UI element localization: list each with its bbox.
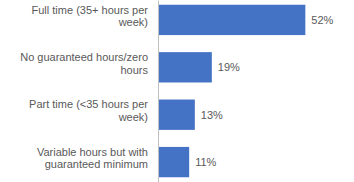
data-label: 11% bbox=[195, 156, 216, 168]
bars bbox=[158, 5, 305, 178]
data-label: 52% bbox=[311, 14, 333, 26]
bar bbox=[158, 147, 189, 177]
category-axis: Full time (35+ hours perweek)No guarante… bbox=[20, 1, 158, 182]
data-labels: 52% 19% 13% 11% bbox=[195, 14, 333, 168]
tick: Part time (<35 hours perweek) bbox=[29, 98, 158, 123]
category-label-line: Full time (35+ hours per bbox=[32, 4, 149, 16]
category-label-line: hours bbox=[120, 64, 148, 76]
category-label: Full time (35+ hours perweek) bbox=[32, 4, 149, 29]
bar bbox=[158, 52, 212, 82]
category-label-line: guaranteed minimum bbox=[45, 158, 148, 170]
category-label: Variable hours but withguaranteed minimu… bbox=[37, 146, 148, 171]
chart: Full time (35+ hours perweek)No guarante… bbox=[0, 0, 354, 182]
category-label-line: No guaranteed hours/zero bbox=[20, 51, 148, 63]
category-label-line: week) bbox=[118, 16, 148, 28]
category-label-line: Part time (<35 hours per bbox=[29, 98, 148, 110]
category-label-line: week) bbox=[118, 111, 148, 123]
bar bbox=[158, 5, 305, 35]
data-label: 13% bbox=[201, 109, 223, 121]
tick: No guaranteed hours/zerohours bbox=[20, 51, 158, 76]
category-label: No guaranteed hours/zerohours bbox=[20, 51, 148, 76]
axis-line bbox=[158, 1, 159, 182]
bar bbox=[158, 100, 195, 130]
category-label: Part time (<35 hours perweek) bbox=[29, 98, 148, 123]
tick: Variable hours but withguaranteed minimu… bbox=[37, 146, 158, 171]
category-label-line: Variable hours but with bbox=[37, 146, 148, 158]
data-label: 19% bbox=[218, 61, 240, 73]
tick: Full time (35+ hours perweek) bbox=[32, 4, 158, 29]
